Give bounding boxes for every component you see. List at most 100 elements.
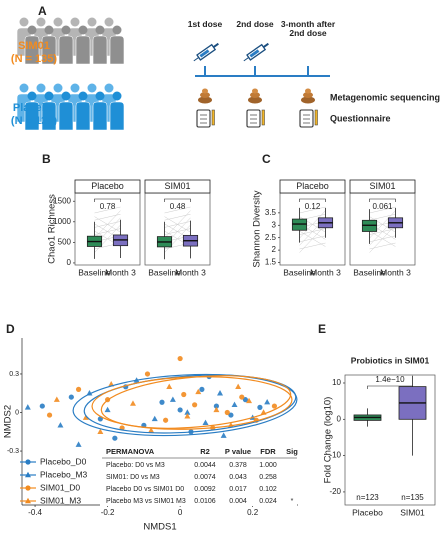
- panel-label: B: [42, 152, 51, 166]
- plot-frame: [144, 192, 211, 266]
- point: [68, 394, 74, 400]
- y-tick-label: 3: [272, 220, 277, 229]
- point: [199, 386, 205, 392]
- y-axis-title: Shannon Diversity: [252, 190, 263, 267]
- sample-icon: [252, 88, 258, 94]
- point: [53, 396, 60, 402]
- point: [177, 407, 183, 413]
- p-label: 0.12: [305, 202, 321, 211]
- person-head: [70, 83, 80, 93]
- person-head: [53, 83, 63, 93]
- y-tick-label: 1.5: [265, 258, 277, 267]
- point: [46, 412, 53, 418]
- sample-icon: [202, 88, 208, 94]
- chart-title: Probiotics in SIM01: [351, 355, 430, 365]
- point: [235, 383, 242, 390]
- timepoint-label-box: 1st dose: [188, 20, 223, 29]
- point: [82, 414, 89, 420]
- facet-label: SIM01: [369, 181, 395, 191]
- point: [242, 397, 249, 403]
- point: [75, 386, 82, 392]
- person-head: [78, 91, 88, 101]
- table-header: R2: [200, 447, 210, 456]
- person-head: [104, 17, 114, 27]
- table-cell: 0.043: [229, 474, 247, 481]
- point: [144, 371, 151, 377]
- facet-label: SIM01: [164, 181, 190, 191]
- sample-icon: [200, 92, 210, 98]
- point: [97, 428, 104, 434]
- table-cell: Placebo D0 vs SIM01 D0: [106, 486, 184, 493]
- y-axis-title: Chao1 Richness: [47, 194, 58, 264]
- p-label: 0.78: [100, 202, 116, 211]
- point: [246, 397, 253, 404]
- point: [202, 419, 209, 425]
- y-tick-label: 1000: [53, 217, 71, 226]
- person-head: [27, 25, 37, 35]
- facet-strip: [74, 179, 141, 194]
- point: [224, 409, 230, 416]
- person-head: [87, 83, 97, 93]
- legend-label: Placebo_D0: [40, 456, 87, 466]
- person-body: [58, 101, 74, 131]
- point: [184, 413, 191, 419]
- confidence-ellipse: [83, 374, 297, 434]
- table-header: Sig: [286, 447, 298, 456]
- point: [271, 403, 278, 409]
- person-body: [75, 101, 91, 131]
- x-tick-label: -0.2: [101, 508, 115, 517]
- legend-text: Questionnaire: [330, 113, 391, 123]
- pencil-icon: [261, 109, 265, 126]
- point: [184, 409, 191, 415]
- facet-strip: [144, 179, 211, 194]
- panel-label: D: [6, 322, 15, 336]
- panel-label: A: [38, 4, 47, 18]
- paired-line: [369, 224, 396, 253]
- syringe-icon: [193, 42, 219, 62]
- point: [148, 427, 155, 433]
- point: [239, 394, 245, 400]
- person-body: [75, 35, 91, 65]
- person-head: [19, 17, 29, 27]
- plot-frame: [349, 192, 416, 266]
- person-body: [41, 35, 57, 65]
- ellipses: [72, 373, 298, 437]
- x-tick-label: Month 3: [380, 267, 411, 277]
- point: [151, 415, 158, 422]
- y-tick-label: 0: [15, 409, 19, 416]
- legend-label: Placebo_M3: [40, 469, 88, 479]
- paired-line: [94, 206, 121, 214]
- y-tick-label: 0: [67, 258, 72, 267]
- group-name: SIM01: [18, 40, 50, 52]
- table-cell: SIM01: D0 vs M3: [106, 474, 160, 481]
- sample-icon: [198, 96, 212, 104]
- y-tick-label: -0.3: [7, 448, 19, 455]
- person-body: [92, 35, 108, 65]
- y-axis-title: NMDS2: [3, 405, 14, 438]
- person-head: [44, 25, 54, 35]
- clipboard-icon: [299, 109, 314, 128]
- table-cell: 0.378: [229, 462, 247, 469]
- point: [231, 401, 238, 407]
- x-tick-label: Baseline: [283, 267, 316, 277]
- pencil-icon: [211, 109, 215, 126]
- paired-line: [369, 210, 396, 239]
- point: [192, 402, 198, 408]
- paired-line: [94, 210, 121, 239]
- syringe-plunger: [212, 42, 219, 48]
- point: [213, 403, 219, 409]
- paired-line: [94, 224, 121, 253]
- point: [25, 497, 31, 504]
- plot-frame: [279, 192, 346, 266]
- pencil-icon: [314, 109, 318, 126]
- facet-label: Placebo: [296, 181, 329, 191]
- confidence-ellipse: [100, 375, 292, 429]
- person-head: [53, 17, 63, 27]
- p-label: 0.48: [170, 202, 186, 211]
- facet-label: Placebo: [91, 181, 124, 191]
- point: [220, 432, 227, 438]
- timepoint-label: 2nd dose: [236, 20, 274, 29]
- table-cell: *: [291, 498, 294, 505]
- table-cell: 0.0074: [194, 474, 216, 481]
- point: [129, 400, 136, 406]
